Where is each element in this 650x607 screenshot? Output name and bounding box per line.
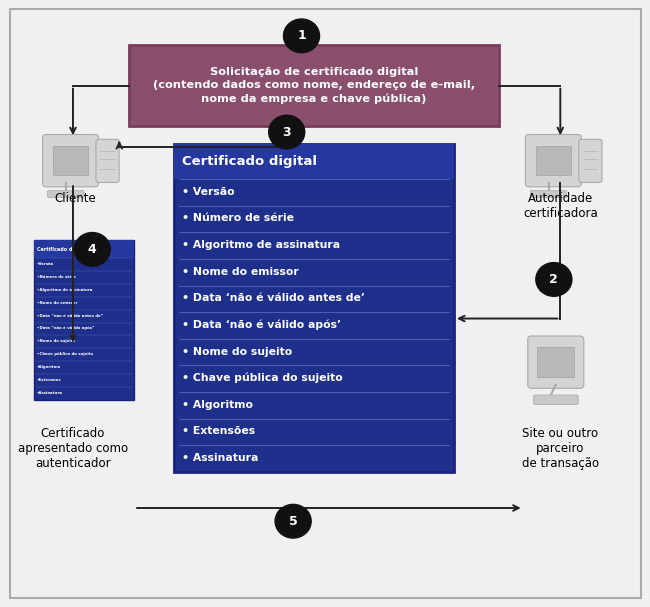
Text: •Número de série: •Número de série bbox=[37, 275, 76, 279]
Text: Autoridade
certificadora: Autoridade certificadora bbox=[523, 192, 598, 220]
Text: • Número de série: • Número de série bbox=[182, 214, 294, 223]
Text: • Nome do sujeito: • Nome do sujeito bbox=[182, 347, 292, 356]
FancyBboxPatch shape bbox=[536, 146, 571, 175]
FancyBboxPatch shape bbox=[47, 191, 84, 198]
Text: •Algoritmo de assinatura: •Algoritmo de assinatura bbox=[37, 288, 92, 292]
Text: • Nome do emissor: • Nome do emissor bbox=[182, 266, 298, 277]
Text: • Chave pública do sujeito: • Chave pública do sujeito bbox=[182, 373, 343, 384]
Text: Cliente: Cliente bbox=[55, 192, 96, 205]
FancyBboxPatch shape bbox=[530, 191, 567, 198]
Circle shape bbox=[268, 115, 305, 149]
Text: 5: 5 bbox=[289, 515, 298, 527]
Text: • Data ‘não é válido após’: • Data ‘não é válido após’ bbox=[182, 320, 341, 330]
Circle shape bbox=[536, 263, 572, 296]
FancyBboxPatch shape bbox=[34, 240, 134, 400]
Text: •Nome do emissor: •Nome do emissor bbox=[37, 300, 77, 305]
Text: •Nome do sujeito: •Nome do sujeito bbox=[37, 339, 75, 344]
FancyBboxPatch shape bbox=[53, 146, 88, 175]
Text: Site ou outro
parceiro
de transação: Site ou outro parceiro de transação bbox=[522, 427, 599, 470]
FancyBboxPatch shape bbox=[578, 139, 602, 183]
FancyBboxPatch shape bbox=[174, 144, 454, 179]
FancyBboxPatch shape bbox=[528, 336, 584, 388]
FancyBboxPatch shape bbox=[34, 240, 134, 259]
Text: • Assinatura: • Assinatura bbox=[182, 453, 258, 463]
Text: Certificado digital: Certificado digital bbox=[182, 155, 317, 168]
FancyBboxPatch shape bbox=[10, 8, 641, 599]
Text: •Versão: •Versão bbox=[37, 262, 55, 266]
Text: • Data ‘não é válido antes de’: • Data ‘não é válido antes de’ bbox=[182, 293, 365, 304]
Text: 2: 2 bbox=[549, 273, 558, 286]
Text: 4: 4 bbox=[88, 243, 97, 256]
Text: •Data “não é válido após”: •Data “não é válido após” bbox=[37, 327, 94, 330]
Text: •Algoritmo: •Algoritmo bbox=[37, 365, 61, 369]
Text: •Extensões: •Extensões bbox=[37, 378, 62, 382]
FancyBboxPatch shape bbox=[538, 347, 574, 378]
Text: •Data “não é válido antes de”: •Data “não é válido antes de” bbox=[37, 314, 103, 317]
Circle shape bbox=[74, 232, 111, 266]
Text: • Extensões: • Extensões bbox=[182, 427, 255, 436]
Text: Certificado digital: Certificado digital bbox=[37, 247, 86, 252]
Text: • Versão: • Versão bbox=[182, 187, 235, 197]
Text: Certificado
apresentado como
autenticador: Certificado apresentado como autenticado… bbox=[18, 427, 128, 470]
Text: • Algoritmo de assinatura: • Algoritmo de assinatura bbox=[182, 240, 340, 250]
Text: Solicitação de certificado digital
(contendo dados como nome, endereço de e-mail: Solicitação de certificado digital (cont… bbox=[153, 67, 475, 104]
FancyBboxPatch shape bbox=[525, 135, 581, 187]
Text: •Chave pública do sujeito: •Chave pública do sujeito bbox=[37, 352, 93, 356]
FancyBboxPatch shape bbox=[96, 139, 119, 183]
Text: 1: 1 bbox=[297, 29, 306, 42]
Text: 3: 3 bbox=[282, 126, 291, 138]
Circle shape bbox=[283, 19, 320, 53]
Text: •Assinatura: •Assinatura bbox=[37, 391, 63, 395]
FancyBboxPatch shape bbox=[174, 144, 454, 472]
Circle shape bbox=[275, 504, 311, 538]
FancyBboxPatch shape bbox=[534, 395, 578, 404]
FancyBboxPatch shape bbox=[129, 45, 499, 126]
Text: • Algoritmo: • Algoritmo bbox=[182, 400, 253, 410]
FancyBboxPatch shape bbox=[42, 135, 99, 187]
